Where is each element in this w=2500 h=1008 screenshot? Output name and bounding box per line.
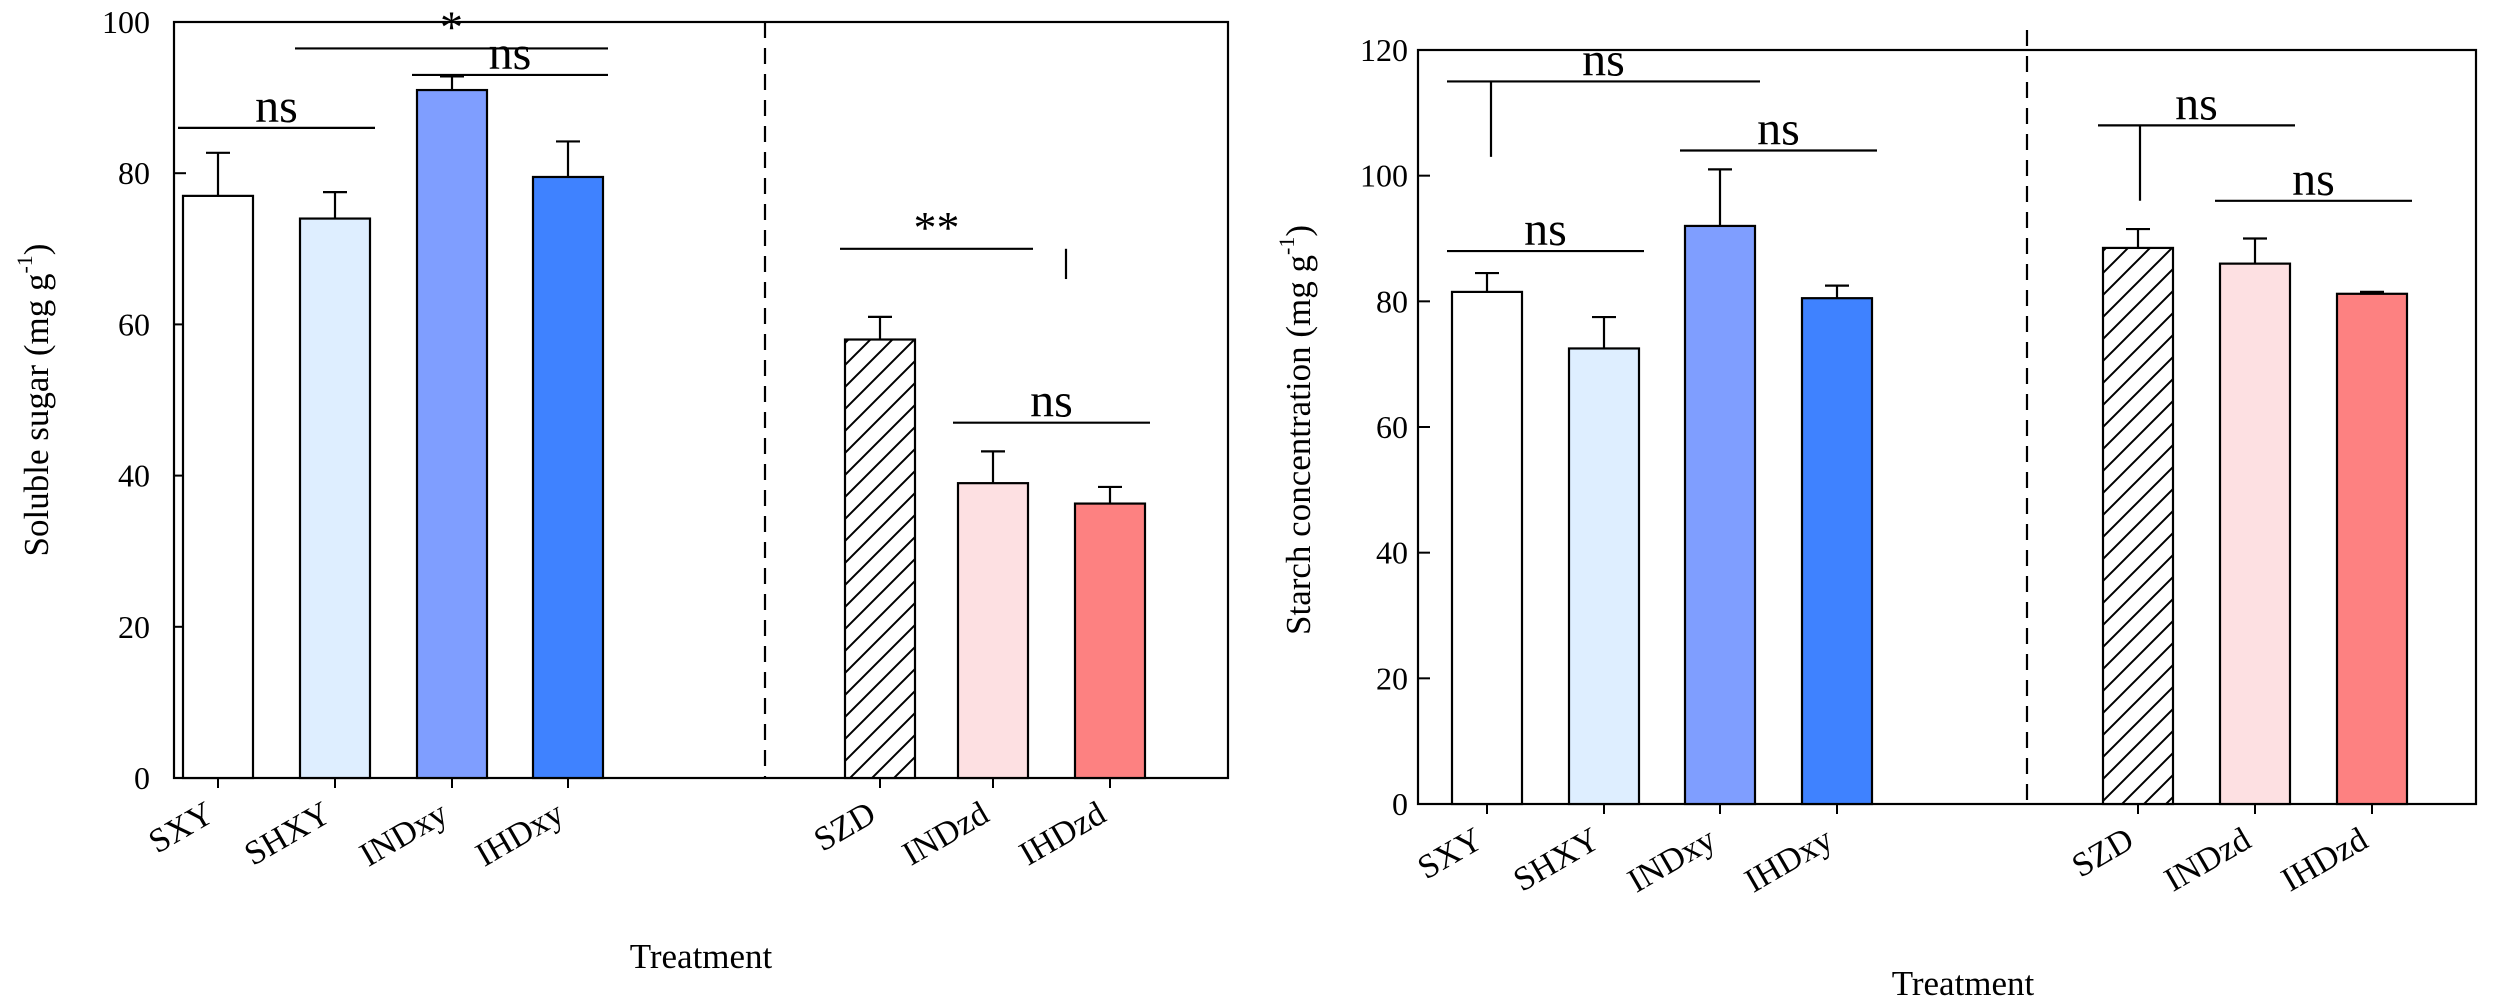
y-axis-ticks: 0 20 40 60 80 100 (102, 4, 186, 796)
significance-annotation: ns (1680, 103, 1877, 156)
significance-annotations: ns * ns ** ns (178, 1, 1150, 428)
error-bar-indzd (981, 450, 1005, 484)
bar-sxy (181, 194, 255, 780)
significance-label: ns (1757, 103, 1800, 156)
error-bar-ihdxy (1825, 284, 1849, 299)
y-tick-label: 60 (118, 306, 150, 342)
significance-annotations: ns ns ns ns ns (1447, 33, 2412, 256)
y-tick-label: 80 (1376, 283, 1408, 319)
significance-annotation: ns (2215, 153, 2412, 206)
bar-indxy (1683, 224, 1757, 806)
x-tick-label: IHDzd (2275, 821, 2374, 899)
error-bar-szd (2126, 227, 2150, 248)
error-bar-shxy (1592, 315, 1616, 349)
error-bars (1475, 168, 2384, 349)
bar-szd (843, 338, 917, 780)
y-axis-label: Starch concentration (mg g-1) (1274, 225, 1318, 635)
significance-label: ns (1582, 33, 1625, 86)
y-tick-label: 100 (1360, 158, 1408, 194)
y-tick-label: 0 (134, 760, 150, 796)
soluble-sugar-chart: 0 20 40 60 80 100 ns * ns ** ns SXY SHXY INDxy IHDxy… (12, 1, 1230, 976)
bar-ihdzd (1073, 502, 1147, 780)
bar-indzd (2218, 262, 2292, 806)
error-bar-shxy (323, 191, 347, 219)
error-bar-ihdzd (2360, 290, 2384, 294)
x-tick-label: INDzd (2158, 821, 2257, 899)
significance-label: * (440, 1, 463, 52)
bars (1450, 224, 2409, 806)
error-bars (206, 75, 1122, 504)
significance-label: ns (1524, 203, 1567, 256)
y-tick-label: 100 (102, 4, 150, 40)
y-tick-label: 0 (1392, 786, 1408, 822)
y-tick-label: 80 (118, 155, 150, 191)
bar-ihdxy (531, 175, 605, 780)
plot-frame (172, 20, 1230, 780)
bar-szd (2101, 246, 2175, 806)
bar-shxy (1567, 347, 1641, 806)
error-bar-indxy (440, 75, 464, 91)
y-axis-label: Soluble sugar (mg g-1) (12, 244, 56, 557)
bar-shxy (298, 217, 372, 780)
y-tick-label: 40 (1376, 535, 1408, 571)
x-tick-label: SZD (808, 795, 882, 859)
x-axis-label: Treatment (630, 937, 773, 976)
significance-annotation: ns (953, 375, 1150, 428)
significance-annotation: ns (1447, 203, 1644, 256)
bar-indzd (956, 482, 1030, 780)
bar-ihdzd (2335, 292, 2409, 806)
significance-annotation: * (295, 1, 608, 52)
error-bar-ihdzd (1098, 485, 1122, 504)
error-bar-indzd (2243, 237, 2267, 264)
x-tick-label: INDxy (354, 795, 454, 874)
x-tick-label: SHXY (1507, 821, 1606, 899)
error-bar-ihdxy (556, 140, 580, 177)
bar-sxy (1450, 290, 1524, 806)
significance-annotation: ns (412, 27, 608, 80)
x-tick-label: IHDzd (1013, 795, 1112, 873)
significance-label: ns (255, 80, 298, 133)
significance-annotation: ns (2098, 77, 2295, 130)
x-axis-label: Treatment (1892, 964, 2035, 1003)
x-tick-label: SHXY (238, 795, 337, 873)
y-tick-label: 120 (1360, 32, 1408, 68)
significance-annotation: ns (1447, 33, 1760, 86)
error-bar-indxy (1708, 168, 1732, 226)
x-axis-tick-labels: SXY SHXY INDxy IHDxy SZD INDzd IHDzd (1412, 804, 2374, 900)
x-tick-label: INDzd (896, 795, 995, 873)
y-tick-label: 40 (118, 458, 150, 494)
error-bar-szd (868, 315, 892, 340)
significance-label: ns (1030, 375, 1073, 428)
x-tick-label: IHDxy (1739, 821, 1839, 900)
significance-annotation: ** (840, 202, 1033, 253)
x-tick-label: INDxy (1622, 821, 1722, 900)
x-tick-label: IHDxy (470, 795, 570, 874)
y-tick-label: 20 (118, 609, 150, 645)
significance-label: ** (914, 202, 960, 253)
significance-label: ns (2292, 153, 2335, 206)
bar-indxy (415, 88, 489, 780)
bar-ihdxy (1800, 297, 1874, 806)
y-tick-label: 60 (1376, 409, 1408, 445)
error-bar-sxy (1475, 271, 1499, 292)
significance-annotation: ns (178, 80, 375, 133)
x-tick-label: SXY (143, 795, 220, 861)
significance-label: ns (2175, 77, 2218, 130)
y-axis-ticks: 0 20 40 60 80 100 120 (1360, 32, 1430, 822)
y-tick-label: 20 (1376, 660, 1408, 696)
bars (181, 88, 1147, 780)
x-axis-tick-labels: SXY SHXY INDxy IHDxy SZD INDzd IHDzd (143, 778, 1112, 874)
error-bar-sxy (206, 151, 230, 196)
x-tick-label: SXY (1412, 821, 1489, 887)
x-tick-label: SZD (2066, 821, 2140, 885)
significance-label: ns (489, 27, 532, 80)
